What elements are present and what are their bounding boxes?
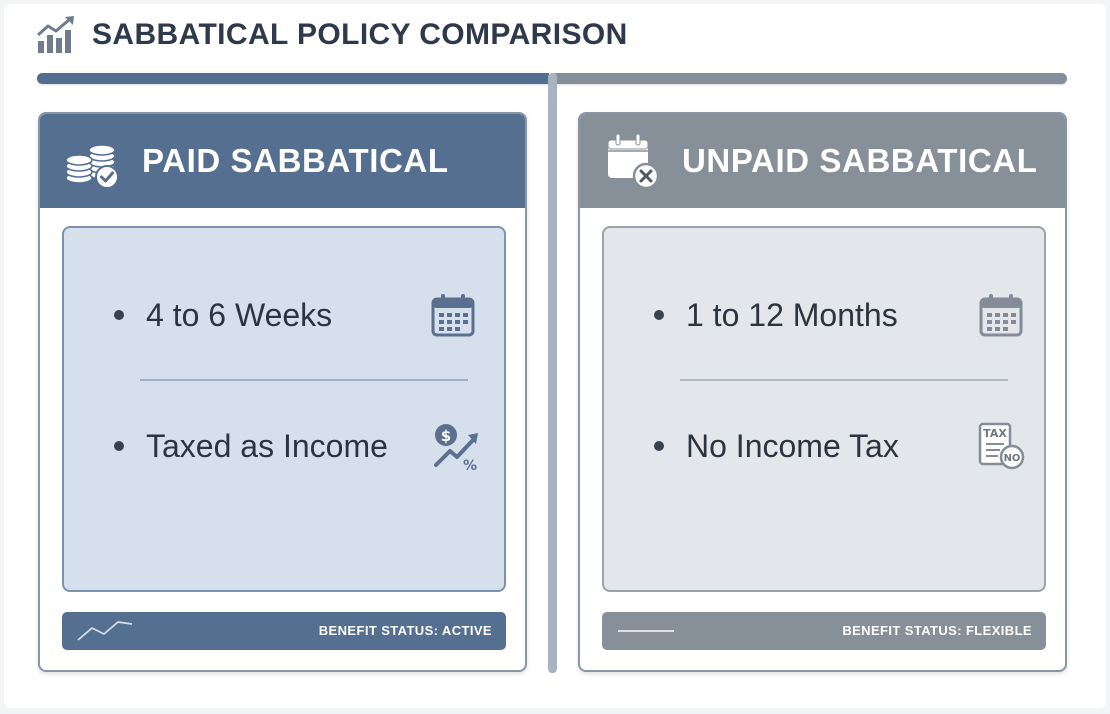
calendar-cancel-icon [607, 133, 660, 190]
page-header: SABBATICAL POLICY COMPARISON [34, 10, 628, 60]
flat-line-icon [618, 630, 674, 632]
item-separator [140, 379, 468, 381]
paid-panel-title: PAID SABBATICAL [142, 142, 449, 179]
tax-label: TAX [983, 427, 1007, 440]
unpaid-details-box: 1 to 12 Months No Income Tax TAX [602, 226, 1046, 592]
item-separator [680, 379, 1008, 381]
page-title: SABBATICAL POLICY COMPARISON [92, 18, 628, 51]
svg-text:%: % [463, 458, 477, 471]
no-label: NO [1004, 453, 1021, 464]
trending-chart-icon [36, 16, 74, 53]
bullet-dot [114, 441, 124, 451]
trend-line-icon [77, 621, 133, 641]
paid-status-text: BENEFIT STATUS: ACTIVE [318, 623, 492, 638]
unpaid-sabbatical-panel: UNPAID SABBATICAL 1 to 12 Months No Inco… [578, 112, 1067, 672]
paid-status-bar: BENEFIT STATUS: ACTIVE [62, 612, 506, 650]
bullet-dot [654, 441, 664, 451]
list-item: No Income Tax TAX NO [654, 421, 1034, 471]
list-item: Taxed as Income $ % [114, 421, 494, 471]
dollar-tax-percent-icon: $ % [434, 424, 478, 471]
coins-check-icon [65, 144, 119, 189]
unpaid-status-bar: BENEFIT STATUS: FLEXIBLE [602, 612, 1046, 650]
unpaid-panel-title: UNPAID SABBATICAL [682, 142, 1038, 179]
tax-text: Taxed as Income [146, 427, 388, 464]
duration-text: 1 to 12 Months [686, 296, 898, 333]
unpaid-status-text: BENEFIT STATUS: FLEXIBLE [842, 623, 1032, 638]
center-divider [548, 73, 557, 673]
duration-text: 4 to 6 Weeks [146, 296, 333, 333]
header-rule-unpaid [555, 73, 1067, 84]
calendar-icon [979, 294, 1023, 337]
header-rule-paid [37, 73, 549, 84]
tax-document-no-icon: TAX NO [978, 422, 1025, 470]
paid-details-box: 4 to 6 Weeks Taxed as Income $ [62, 226, 506, 592]
unpaid-panel-header: UNPAID SABBATICAL [580, 114, 1065, 208]
paid-panel-header: PAID SABBATICAL [40, 114, 525, 208]
paid-sabbatical-panel: PAID SABBATICAL 4 to 6 Weeks Taxed as In… [38, 112, 527, 672]
svg-text:$: $ [441, 427, 451, 445]
tax-text: No Income Tax [686, 427, 899, 464]
bullet-dot [654, 310, 664, 320]
list-item: 4 to 6 Weeks [114, 290, 494, 340]
bullet-dot [114, 310, 124, 320]
list-item: 1 to 12 Months [654, 290, 1034, 340]
calendar-icon [431, 294, 475, 337]
